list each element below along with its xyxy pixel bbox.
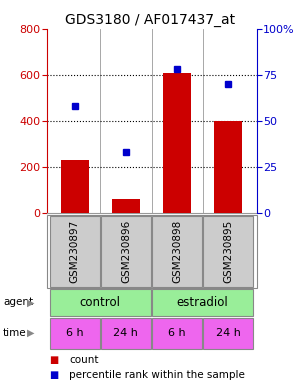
Text: GSM230897: GSM230897 <box>70 220 80 283</box>
Bar <box>61 160 89 213</box>
Text: GSM230896: GSM230896 <box>121 220 131 283</box>
Text: GDS3180 / AF017437_at: GDS3180 / AF017437_at <box>65 13 235 27</box>
Bar <box>163 73 191 213</box>
Text: GSM230895: GSM230895 <box>223 220 233 283</box>
Text: agent: agent <box>3 297 33 308</box>
Text: ▶: ▶ <box>27 328 34 338</box>
Bar <box>112 199 140 213</box>
Text: GSM230898: GSM230898 <box>172 220 182 283</box>
Text: 24 h: 24 h <box>216 328 241 338</box>
Text: control: control <box>80 296 121 309</box>
Text: 6 h: 6 h <box>66 328 83 338</box>
Text: time: time <box>3 328 27 338</box>
Bar <box>214 121 242 213</box>
Text: ■: ■ <box>50 355 59 365</box>
Text: count: count <box>69 355 98 365</box>
Text: percentile rank within the sample: percentile rank within the sample <box>69 370 245 381</box>
Text: 6 h: 6 h <box>168 328 186 338</box>
Text: estradiol: estradiol <box>177 296 229 309</box>
Text: 24 h: 24 h <box>113 328 138 338</box>
Text: ■: ■ <box>50 370 59 381</box>
Text: ▶: ▶ <box>27 297 34 308</box>
